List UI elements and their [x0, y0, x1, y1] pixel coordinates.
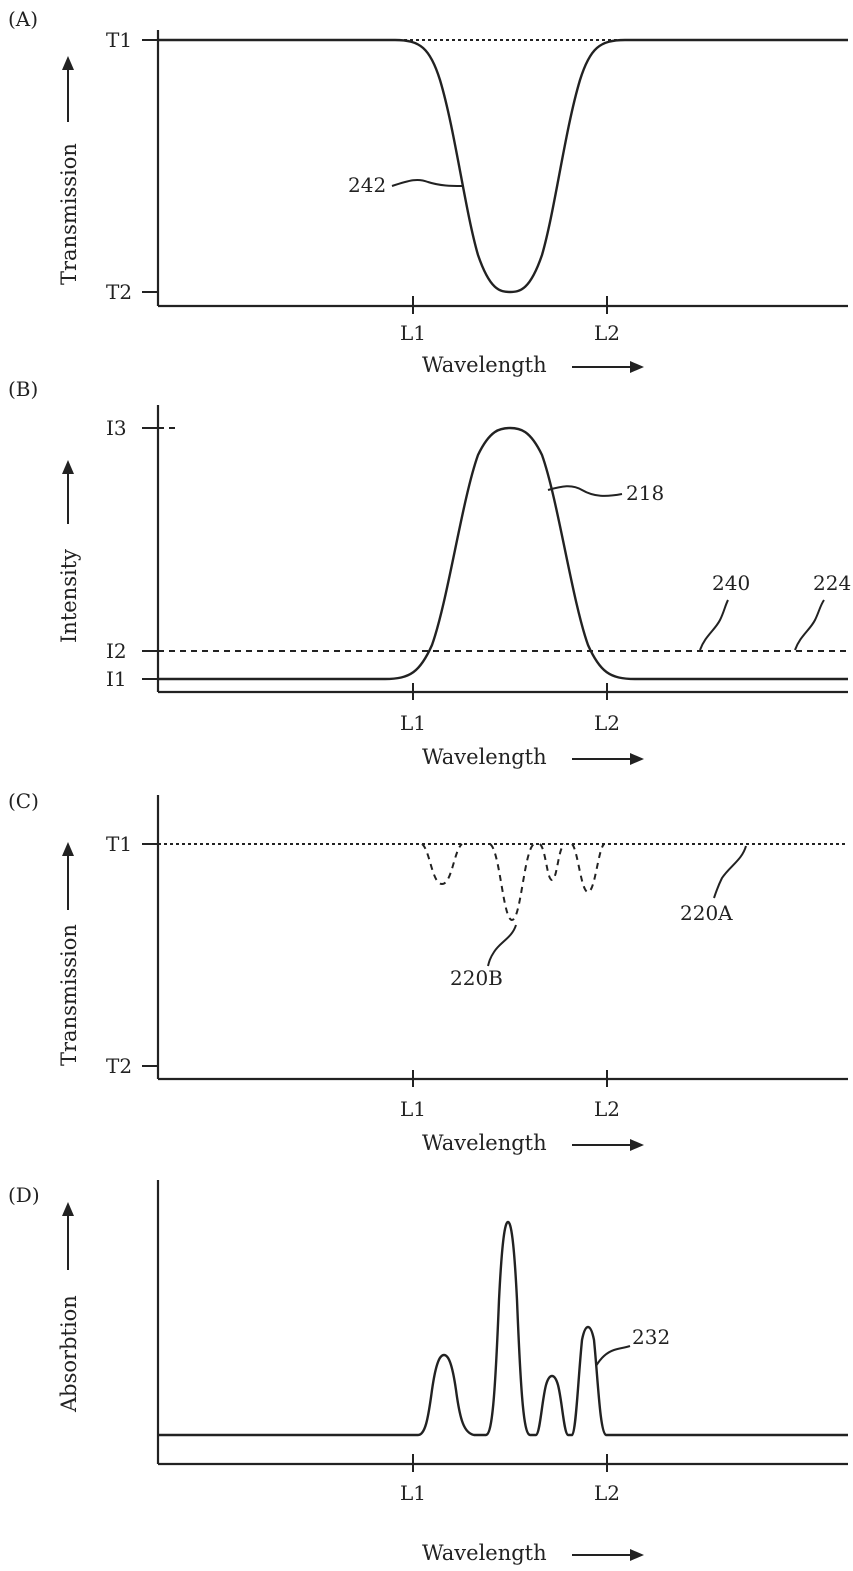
panel-a-t2-label: T2 [106, 280, 132, 304]
panel-c-callout-220b: 220B [450, 966, 503, 990]
panel-d-l1-label: L1 [400, 1481, 426, 1505]
panel-a-tag: (A) [8, 7, 38, 31]
panel-d-leader-232 [595, 1345, 631, 1367]
panel-d-l2-label: L2 [594, 1481, 620, 1505]
panel-c-dip-1 [421, 843, 463, 886]
panel-a-y-axis-label: Transmission [57, 143, 81, 285]
panel-b-tag: (B) [8, 377, 38, 401]
panel-c-x-arrowhead [630, 1139, 644, 1151]
panel-d-absorption-curve [158, 1220, 848, 1437]
panel-d-x-arrowhead [630, 1549, 644, 1561]
panel-a: (A) T1 T2 L1 L2 242 Transmission Wavelen… [8, 7, 848, 377]
panel-b-callout-224: 224 [813, 571, 851, 595]
panel-a-transmission-curve [158, 38, 848, 294]
panel-b-callout-240: 240 [712, 571, 750, 595]
panel-d-y-axis-label: Absorbtion [57, 1295, 81, 1413]
panel-c: (C) T1 T2 L1 L2 220B 220A Transmission W… [8, 789, 848, 1155]
panel-b-x-axis-label: Wavelength [422, 745, 547, 769]
panel-c-l1-label: L1 [400, 1097, 426, 1121]
panel-a-callout-242: 242 [348, 173, 386, 197]
panel-c-leader-220a [713, 845, 747, 899]
panel-b-y-arrowhead [62, 460, 74, 474]
panel-b-i2-label: I2 [106, 639, 127, 663]
panel-b-leader-224 [794, 599, 825, 651]
panel-b-intensity-curve [158, 426, 848, 681]
panel-c-t1-label: T1 [106, 832, 132, 856]
panel-d-tag: (D) [8, 1183, 40, 1207]
panel-a-l1-label: L1 [400, 321, 426, 345]
panel-c-t2-label: T2 [106, 1054, 132, 1078]
panel-d-y-arrowhead [62, 1202, 74, 1216]
panel-b-l2-label: L2 [594, 711, 620, 735]
panel-b-x-arrowhead [630, 753, 644, 765]
panel-c-x-axis-label: Wavelength [422, 1131, 547, 1155]
panel-d: (D) L1 L2 232 Absorbtion Wavelength [8, 1180, 848, 1565]
panel-b-i1-label: I1 [106, 667, 127, 691]
panel-b-l1-label: L1 [400, 711, 426, 735]
panel-a-leader-242 [391, 178, 463, 187]
panel-c-y-axis-label: Transmission [57, 924, 81, 1066]
panel-b-i3-label: I3 [106, 416, 127, 440]
panel-c-callout-220a: 220A [680, 901, 733, 925]
panel-b-callout-218: 218 [626, 481, 664, 505]
panel-c-y-arrowhead [62, 842, 74, 856]
panel-c-dip-2 [489, 843, 535, 922]
panel-a-y-arrowhead [62, 56, 74, 70]
panel-a-t1-label: T1 [106, 28, 132, 52]
panel-c-leader-220b [487, 924, 517, 967]
panel-b-y-axis-label: Intensity [57, 549, 81, 643]
panel-d-x-axis-label: Wavelength [422, 1541, 547, 1565]
panel-d-callout-232: 232 [632, 1325, 670, 1349]
panel-c-l2-label: L2 [594, 1097, 620, 1121]
panel-b-leader-218 [547, 485, 623, 497]
panel-a-l2-label: L2 [594, 321, 620, 345]
panel-a-x-arrowhead [630, 361, 644, 373]
panel-b-leader-240 [699, 599, 729, 651]
panel-a-x-axis-label: Wavelength [422, 353, 547, 377]
panel-c-dip-3 [539, 843, 565, 882]
panel-c-tag: (C) [8, 789, 39, 813]
panel-b: (B) I3 I2 I1 L1 L2 218 240 224 Intensity [8, 377, 851, 769]
panel-c-dip-4 [571, 843, 605, 894]
